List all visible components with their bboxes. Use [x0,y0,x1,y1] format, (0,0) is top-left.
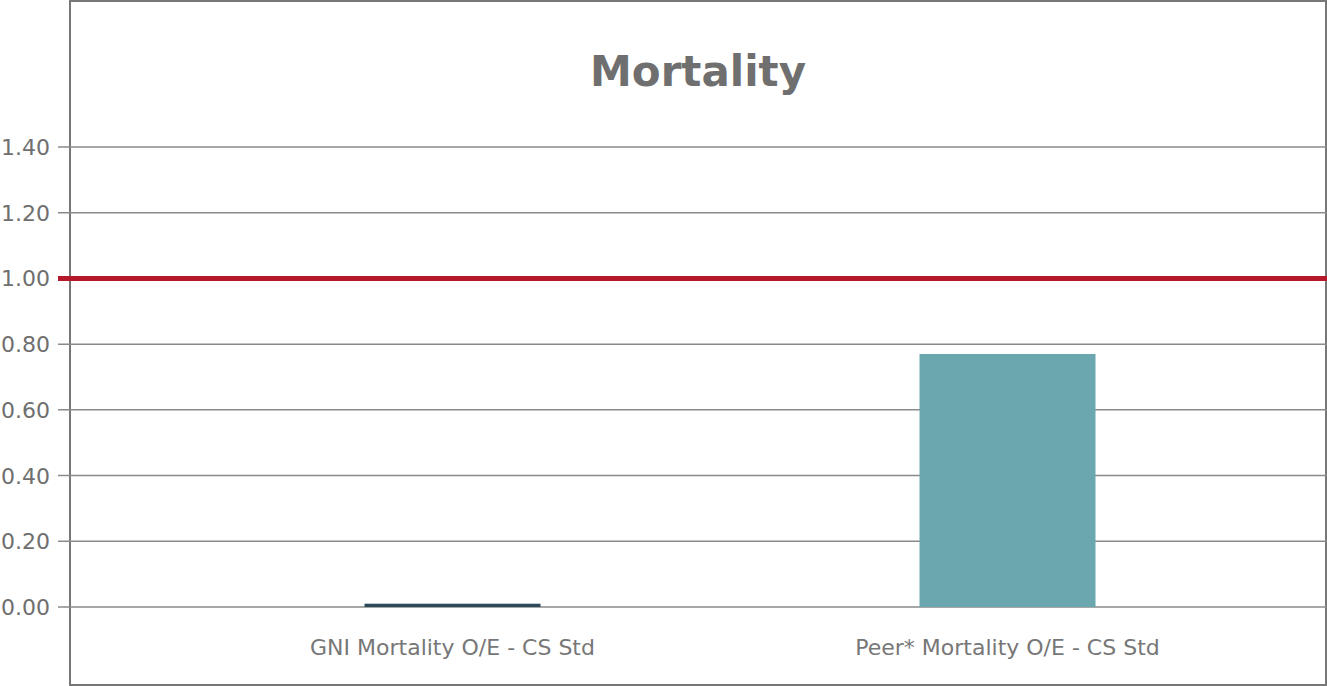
y-tick-label: 0.00 [1,595,50,620]
y-tick-label: 1.20 [1,201,50,226]
y-tick-label: 0.20 [1,529,50,554]
grid-line [58,278,1327,280]
grid-line [58,343,1327,345]
title: Mortality [590,47,806,96]
x-tick-label: GNI Mortality O/E - CS Std [310,635,595,660]
chart-container: Mortality 0.00 0.20 0.40 0.60 0.80 1.00 1.20 1.4… [0,0,1327,686]
grid-line [58,146,1327,148]
reference-line [58,276,1327,281]
bars [365,354,1096,607]
y-tick-label: 1.00 [1,266,50,291]
grid-line [58,212,1327,214]
frame [70,1,1326,685]
grid-line [58,475,1327,477]
y-tick-label: 1.40 [1,135,50,160]
y-tick-label: 0.80 [1,332,50,357]
grid-line [58,541,1327,543]
grid-line [58,409,1327,411]
grid-line [58,606,1327,608]
bar [920,354,1096,607]
y-tick-label: 0.40 [1,464,50,489]
y-tick-label: 0.60 [1,398,50,423]
x-tick-label: Peer* Mortality O/E - CS Std [855,635,1159,660]
chart-svg: Mortality 0.00 0.20 0.40 0.60 0.80 1.00 1.20 1.4… [0,0,1327,686]
bar [365,604,541,607]
